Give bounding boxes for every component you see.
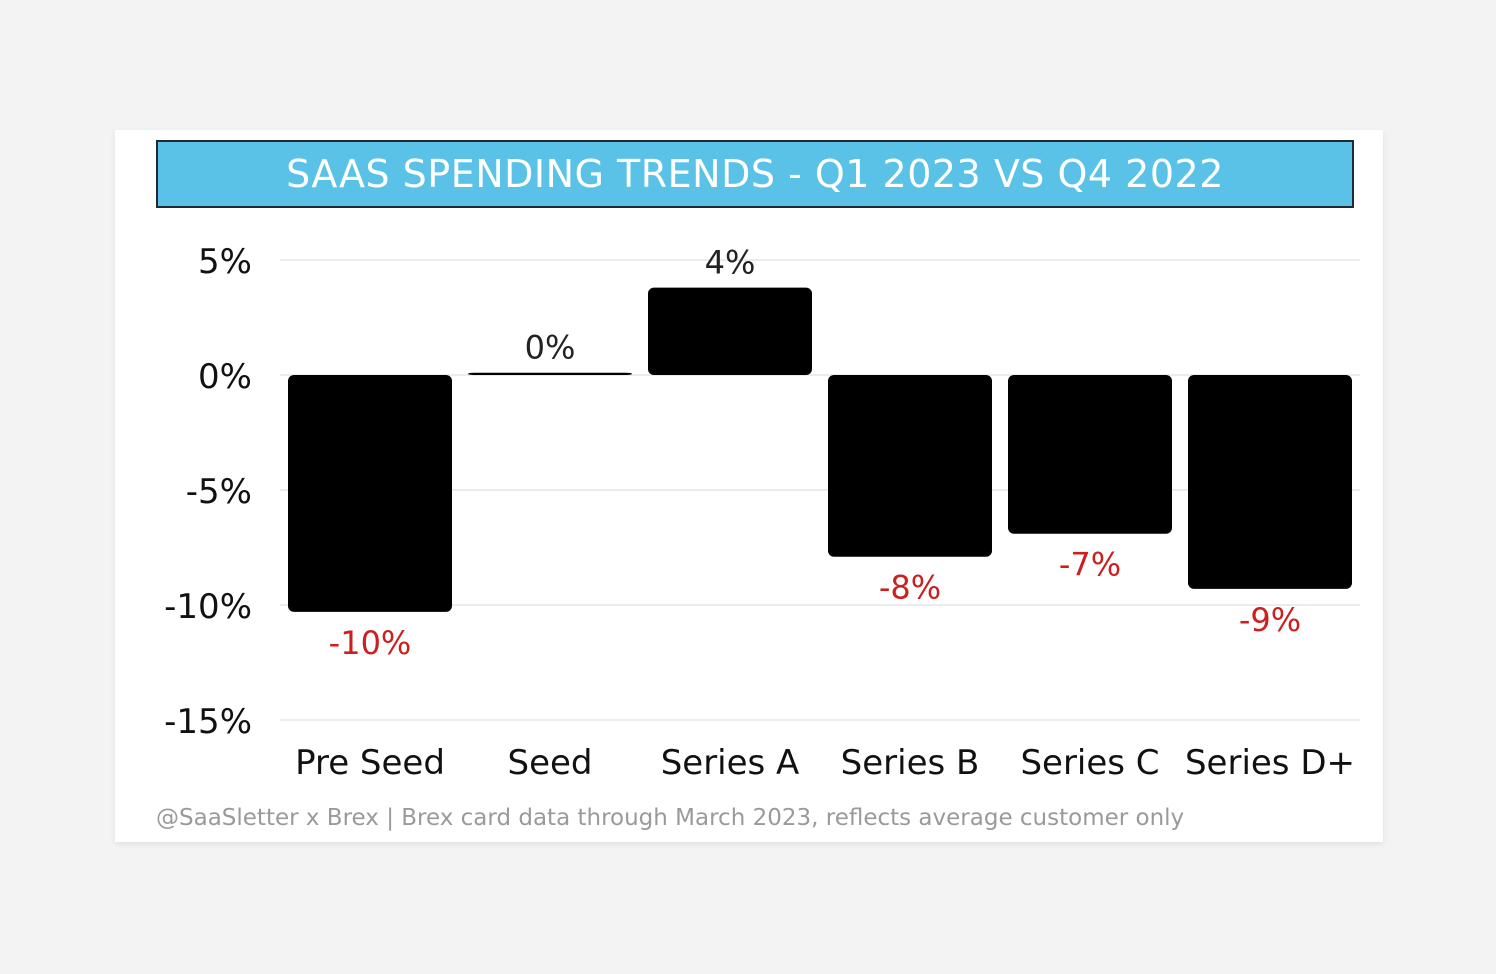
bar-series-d- <box>1188 375 1352 589</box>
x-category-label: Series B <box>841 743 980 783</box>
x-category-label: Series A <box>661 743 800 783</box>
bar-seed <box>468 372 632 375</box>
data-label: -8% <box>879 569 941 607</box>
bar-series-a <box>648 287 812 375</box>
data-label: -9% <box>1239 601 1301 639</box>
x-category-label: Series C <box>1020 743 1159 783</box>
chart-title-banner: SAAS SPENDING TRENDS - Q1 2023 VS Q4 202… <box>156 140 1354 208</box>
bar-pre-seed <box>288 375 452 612</box>
data-label: 0% <box>525 329 576 367</box>
bar-series-c <box>1008 375 1172 534</box>
x-category-label: Pre Seed <box>295 743 445 783</box>
data-label: -7% <box>1059 546 1121 584</box>
y-tick-label: 0% <box>198 357 252 397</box>
x-category-label: Seed <box>508 743 593 783</box>
chart-title: SAAS SPENDING TRENDS - Q1 2023 VS Q4 202… <box>286 152 1224 196</box>
x-category-label: Series D+ <box>1185 743 1355 783</box>
data-label: -10% <box>329 624 412 662</box>
data-label: 4% <box>705 244 756 282</box>
y-tick-label: -5% <box>186 472 252 512</box>
y-tick-label: -15% <box>164 702 252 742</box>
y-tick-label: 5% <box>198 242 252 282</box>
bar-series-b <box>828 375 992 557</box>
source-footnote: @SaaSletter x Brex | Brex card data thro… <box>156 805 1185 831</box>
y-tick-label: -10% <box>164 587 252 627</box>
